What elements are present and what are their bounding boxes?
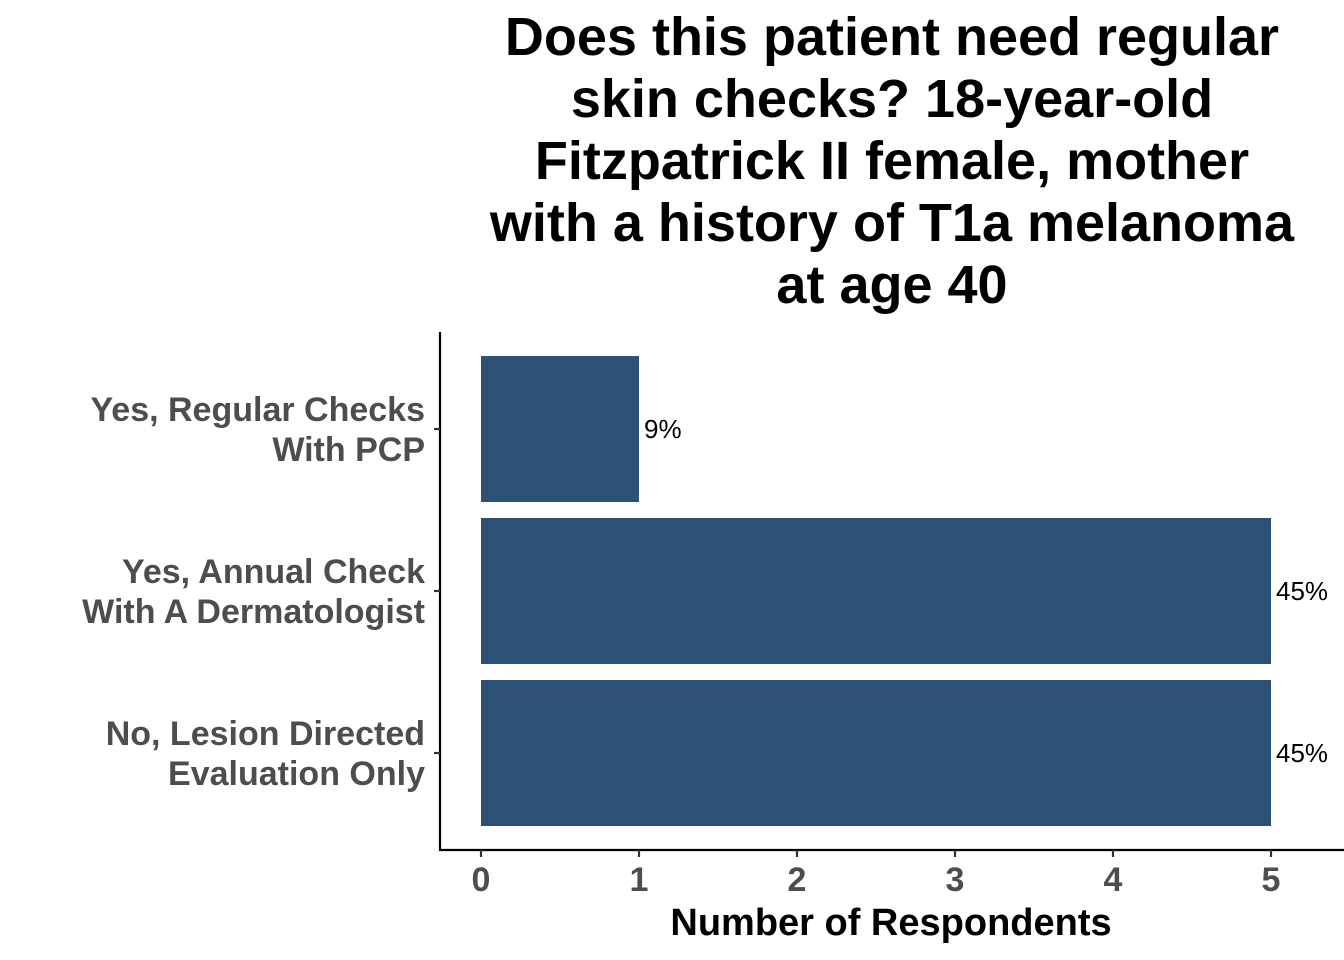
data-label: 45% (1276, 738, 1328, 768)
bar (481, 518, 1271, 664)
y-tick-label-line: With PCP (272, 431, 425, 469)
data-label: 45% (1276, 576, 1328, 606)
chart-title-line-3: Fitzpatrick II female, mother (534, 131, 1250, 191)
data-label: 9% (644, 414, 682, 444)
chart-title-line-2: skin checks? 18-year-old (570, 69, 1214, 129)
x-tick-label: 3 (946, 861, 965, 899)
y-tick-label-line: No, Lesion Directed (106, 715, 425, 753)
y-tick-label-line: With A Dermatologist (82, 593, 425, 631)
y-tick-label-line: Yes, Regular Checks (90, 391, 425, 429)
y-tick-label: No, Lesion Directed Evaluation Only (106, 715, 425, 793)
x-tick-label: 0 (472, 861, 491, 899)
chart-title-line-1: Does this patient need regular (504, 7, 1280, 67)
x-axis-title: Number of Respondents (670, 902, 1111, 944)
x-tick-label: 4 (1104, 861, 1123, 899)
y-tick-label: Yes, Regular Checks With PCP (90, 391, 425, 469)
chart-title-line-4: with a history of T1a melanoma (489, 193, 1295, 253)
y-tick-label-line: Evaluation Only (168, 755, 425, 793)
x-tick-label: 1 (630, 861, 649, 899)
y-tick-label: Yes, Annual Check With A Dermatologist (82, 553, 425, 631)
bar (481, 356, 639, 502)
bar (481, 680, 1271, 826)
x-tick-label: 5 (1262, 861, 1281, 899)
x-tick-label: 2 (788, 861, 807, 899)
y-tick-label-line: Yes, Annual Check (122, 553, 425, 591)
chart-title-line-5: at age 40 (776, 255, 1008, 315)
